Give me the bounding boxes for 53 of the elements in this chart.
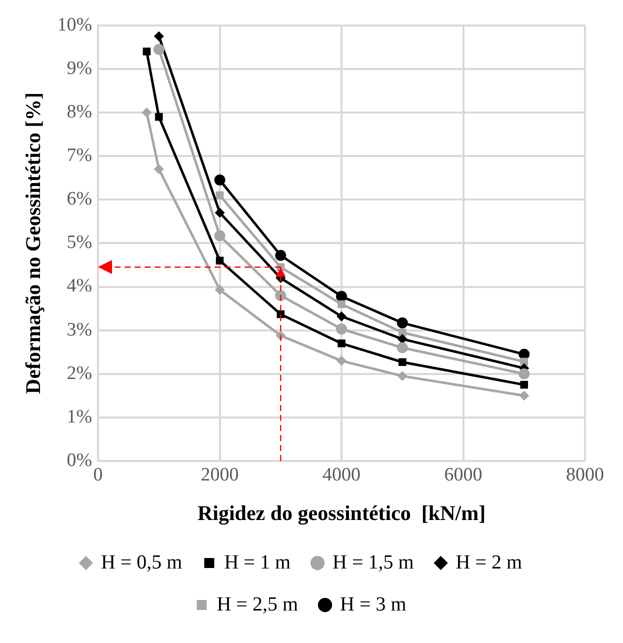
point xyxy=(336,356,347,366)
y-tick-label: 0% xyxy=(66,450,92,471)
point xyxy=(336,290,348,302)
y-tick-label: 9% xyxy=(66,58,92,79)
point xyxy=(398,328,406,336)
point xyxy=(398,358,406,366)
point xyxy=(214,284,225,295)
y-axis-title: Deformação no Geossintético [%] xyxy=(21,92,46,394)
point xyxy=(216,191,224,200)
point xyxy=(214,208,225,218)
legend-label: H = 0,5 m xyxy=(100,551,183,574)
point xyxy=(336,324,348,335)
x-tick-label: 6000 xyxy=(444,464,482,486)
point xyxy=(520,358,528,366)
point xyxy=(520,380,528,389)
legend-label: H = 1 m xyxy=(224,551,291,574)
y-tick-label: 2% xyxy=(66,362,92,384)
point xyxy=(155,112,163,121)
y-tick-label: 6% xyxy=(66,188,92,210)
y-tick-label: 8% xyxy=(66,102,92,123)
y-tick-label: 4% xyxy=(66,276,92,297)
point xyxy=(154,164,164,174)
point xyxy=(214,174,226,186)
y-tick-label: 10% xyxy=(57,14,92,36)
point xyxy=(275,290,286,301)
point xyxy=(338,340,346,348)
point xyxy=(142,48,151,56)
x-axis-title: Rigidez do geossintético [kN/m] xyxy=(197,500,486,525)
point xyxy=(396,317,408,328)
y-tick-label: 7% xyxy=(66,145,92,166)
x-tick-label: 4000 xyxy=(322,464,361,486)
legend-label: H = 2 m xyxy=(456,551,522,574)
point xyxy=(154,31,164,42)
y-tick-label: 5% xyxy=(66,232,92,254)
point xyxy=(336,311,347,322)
point xyxy=(216,256,224,265)
legend-label: H = 2,5 m xyxy=(216,593,298,616)
x-tick-label: 2000 xyxy=(200,464,239,486)
point xyxy=(519,390,530,401)
y-tick-label: 1% xyxy=(66,406,92,428)
x-tick-label: 8000 xyxy=(566,464,604,486)
point xyxy=(338,300,346,308)
x-tick-label: 0 xyxy=(93,464,103,486)
legend-label: H = 3 m xyxy=(340,593,407,616)
point xyxy=(397,371,408,382)
point xyxy=(396,342,408,354)
point xyxy=(518,368,530,380)
point xyxy=(214,230,226,242)
point xyxy=(153,44,164,55)
point xyxy=(275,250,286,261)
legend-label: H = 1,5 m xyxy=(332,551,414,574)
point xyxy=(142,108,152,118)
y-tick-label: 3% xyxy=(66,319,92,340)
